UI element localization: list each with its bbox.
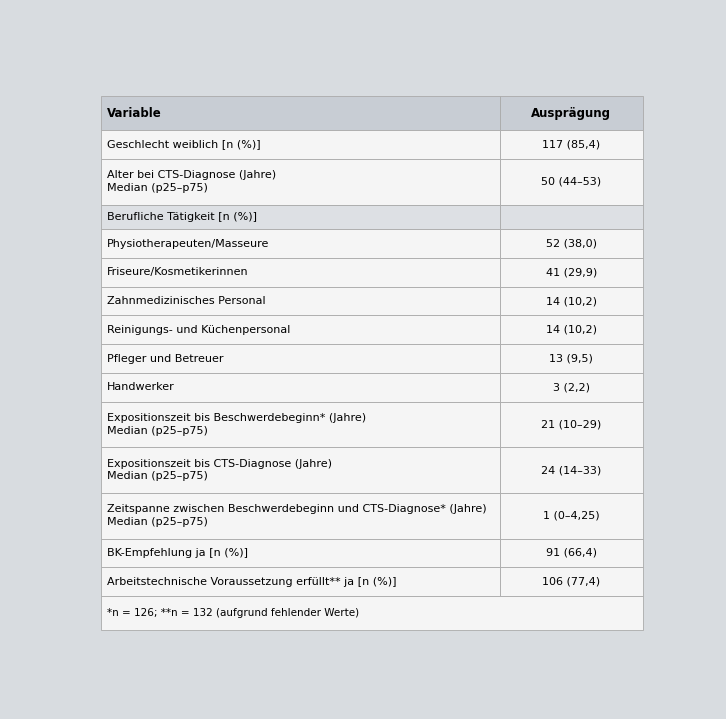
Text: Alter bei CTS-Diagnose (Jahre)
Median (p25–p75): Alter bei CTS-Diagnose (Jahre) Median (p…	[107, 170, 276, 193]
Bar	[499, 567, 643, 596]
Bar	[101, 316, 499, 344]
Bar	[101, 402, 499, 447]
Text: Arbeitstechnische Voraussetzung erfüllt** ja [n (%)]: Arbeitstechnische Voraussetzung erfüllt*…	[107, 577, 396, 587]
Bar	[101, 373, 499, 402]
Bar	[101, 258, 499, 287]
Bar	[101, 567, 499, 596]
Bar	[499, 493, 643, 539]
Bar	[101, 204, 499, 229]
Text: 1 (0–4,25): 1 (0–4,25)	[543, 510, 600, 521]
Bar	[101, 229, 499, 258]
Text: Berufliche Tätigkeit [n (%)]: Berufliche Tätigkeit [n (%)]	[107, 212, 256, 222]
Text: 106 (77,4): 106 (77,4)	[542, 577, 600, 587]
Text: Friseure/Kosmetikerinnen: Friseure/Kosmetikerinnen	[107, 267, 248, 278]
Text: 24 (14–33): 24 (14–33)	[542, 465, 602, 475]
Bar	[101, 130, 499, 159]
Bar	[499, 447, 643, 493]
Bar	[499, 229, 643, 258]
Text: *n = 126; **n = 132 (aufgrund fehlender Werte): *n = 126; **n = 132 (aufgrund fehlender …	[107, 608, 359, 618]
Text: 117 (85,4): 117 (85,4)	[542, 139, 600, 150]
Text: Expositionszeit bis Beschwerdebeginn* (Jahre)
Median (p25–p75): Expositionszeit bis Beschwerdebeginn* (J…	[107, 413, 366, 436]
Text: 14 (10,2): 14 (10,2)	[546, 296, 597, 306]
Text: Reinigungs- und Küchenpersonal: Reinigungs- und Küchenpersonal	[107, 325, 290, 335]
Text: Geschlecht weiblich [n (%)]: Geschlecht weiblich [n (%)]	[107, 139, 260, 150]
Bar	[499, 258, 643, 287]
Bar	[101, 96, 499, 130]
Bar	[499, 316, 643, 344]
Text: 21 (10–29): 21 (10–29)	[542, 419, 602, 429]
Text: 91 (66,4): 91 (66,4)	[546, 548, 597, 558]
Text: 14 (10,2): 14 (10,2)	[546, 325, 597, 335]
Text: 13 (9,5): 13 (9,5)	[550, 354, 593, 364]
Bar	[499, 344, 643, 373]
Text: 52 (38,0): 52 (38,0)	[546, 239, 597, 249]
Bar	[101, 539, 499, 567]
Bar	[101, 287, 499, 316]
Text: Zeitspanne zwischen Beschwerdebeginn und CTS-Diagnose* (Jahre)
Median (p25–p75): Zeitspanne zwischen Beschwerdebeginn und…	[107, 504, 486, 527]
Text: BK-Empfehlung ja [n (%)]: BK-Empfehlung ja [n (%)]	[107, 548, 248, 558]
Text: Ausprägung: Ausprägung	[531, 106, 611, 119]
Bar	[499, 159, 643, 204]
Text: Physiotherapeuten/Masseure: Physiotherapeuten/Masseure	[107, 239, 269, 249]
Bar	[101, 493, 499, 539]
Bar	[101, 447, 499, 493]
Bar	[499, 130, 643, 159]
Bar	[499, 96, 643, 130]
Bar	[499, 539, 643, 567]
Bar	[499, 287, 643, 316]
Text: Zahnmedizinisches Personal: Zahnmedizinisches Personal	[107, 296, 265, 306]
Text: 3 (2,2): 3 (2,2)	[553, 383, 590, 393]
Text: Expositionszeit bis CTS-Diagnose (Jahre)
Median (p25–p75): Expositionszeit bis CTS-Diagnose (Jahre)…	[107, 459, 332, 482]
Bar	[101, 159, 499, 204]
Text: Handwerker: Handwerker	[107, 383, 174, 393]
Text: Variable: Variable	[107, 106, 161, 119]
Bar	[499, 402, 643, 447]
Text: Pfleger und Betreuer: Pfleger und Betreuer	[107, 354, 223, 364]
Text: 50 (44–53): 50 (44–53)	[542, 177, 601, 187]
Text: 41 (29,9): 41 (29,9)	[546, 267, 597, 278]
Bar	[101, 596, 643, 630]
Bar	[499, 204, 643, 229]
Bar	[101, 344, 499, 373]
Bar	[499, 373, 643, 402]
